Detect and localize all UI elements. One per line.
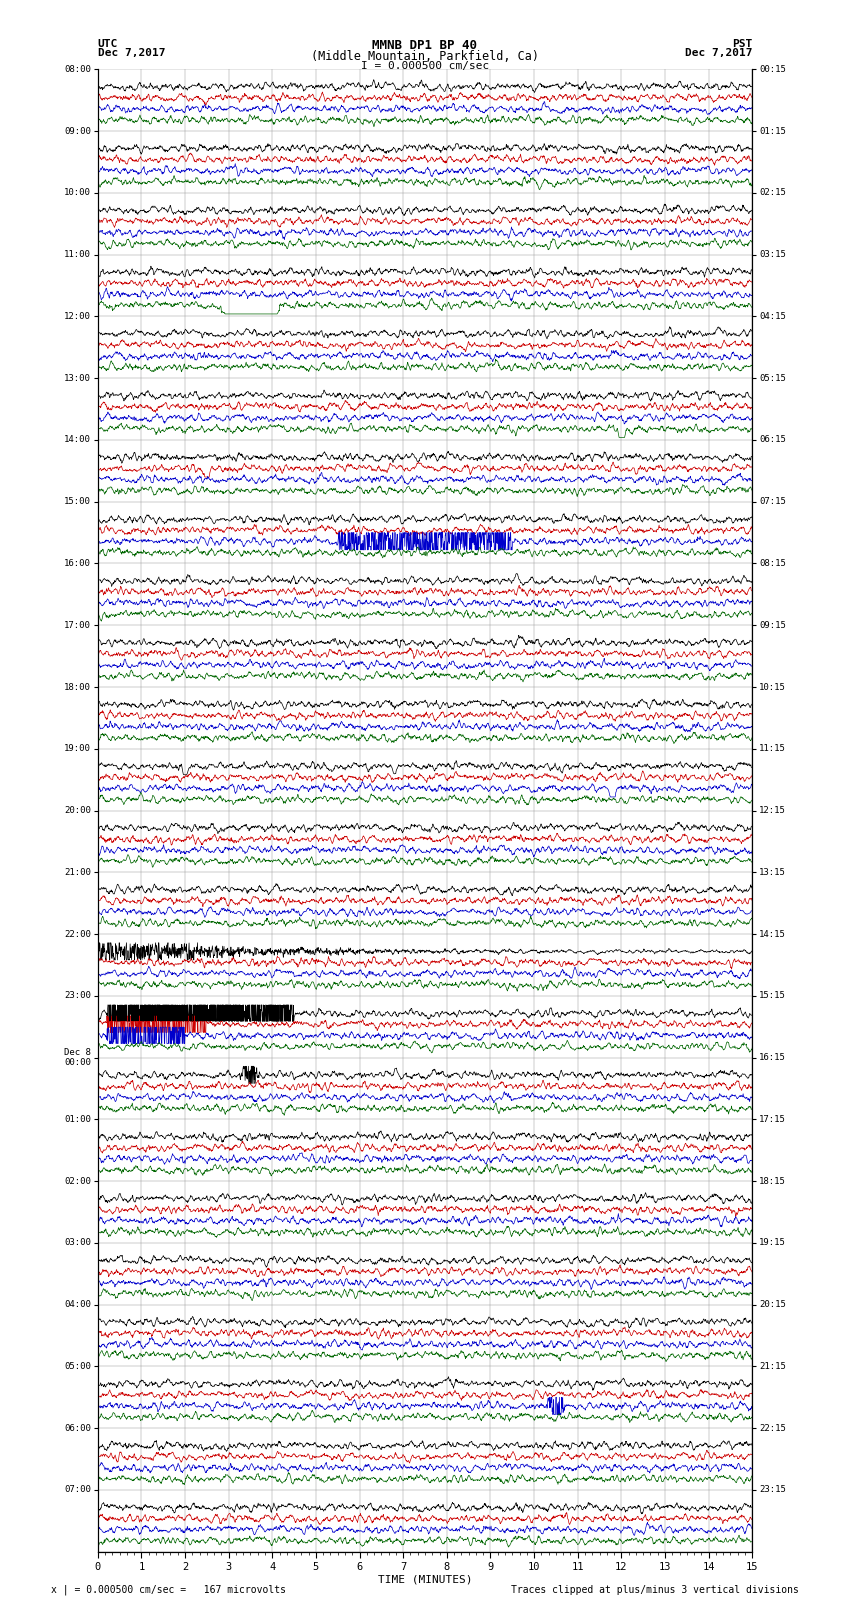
Text: (Middle Mountain, Parkfield, Ca): (Middle Mountain, Parkfield, Ca) bbox=[311, 50, 539, 63]
Text: MMNB DP1 BP 40: MMNB DP1 BP 40 bbox=[372, 39, 478, 52]
Text: UTC: UTC bbox=[98, 39, 118, 48]
Text: Dec 7,2017: Dec 7,2017 bbox=[98, 48, 165, 58]
X-axis label: TIME (MINUTES): TIME (MINUTES) bbox=[377, 1574, 473, 1586]
Text: x | = 0.000500 cm/sec =   167 microvolts: x | = 0.000500 cm/sec = 167 microvolts bbox=[51, 1584, 286, 1595]
Text: PST: PST bbox=[732, 39, 752, 48]
Text: Dec 7,2017: Dec 7,2017 bbox=[685, 48, 752, 58]
Text: I = 0.000500 cm/sec: I = 0.000500 cm/sec bbox=[361, 61, 489, 71]
Text: Traces clipped at plus/minus 3 vertical divisions: Traces clipped at plus/minus 3 vertical … bbox=[511, 1586, 799, 1595]
